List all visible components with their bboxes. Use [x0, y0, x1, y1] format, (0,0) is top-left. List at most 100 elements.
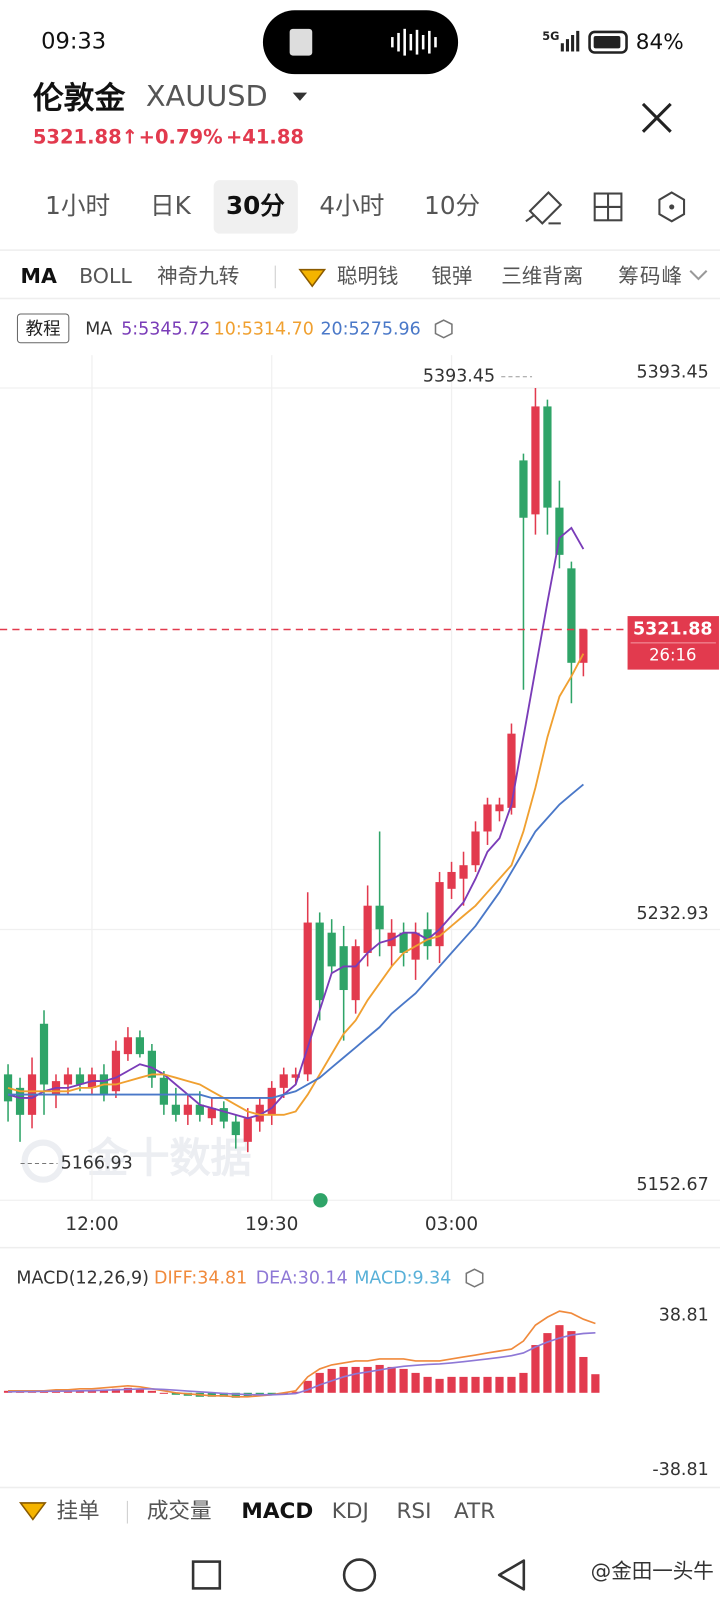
macd-bar [291, 1391, 300, 1393]
signal-icon [560, 30, 580, 52]
macd-bar [231, 1392, 240, 1398]
x-tick-label: 03:00 [425, 1214, 478, 1235]
instrument-symbol[interactable]: XAUUSD [146, 79, 268, 113]
indicator-tab[interactable]: 神奇九转 [157, 264, 239, 288]
macd-bar [399, 1368, 408, 1393]
camera-pill [262, 10, 459, 75]
last-price: 5321.88↑ [33, 125, 138, 148]
macd-bar [519, 1372, 528, 1393]
candle-body [243, 1118, 252, 1142]
candle-body [255, 1104, 264, 1122]
macd-bar [111, 1388, 121, 1393]
candle-body [423, 929, 432, 947]
macd-bar [87, 1390, 97, 1393]
indicator-tab[interactable]: 聪明钱 [337, 264, 399, 288]
candle-body [495, 804, 504, 812]
bottom-tab[interactable]: 成交量 [147, 1499, 212, 1524]
period-tab[interactable]: 10分 [424, 191, 480, 220]
candle-body [123, 1037, 133, 1055]
macd-bar [483, 1376, 492, 1393]
macd-bar [579, 1356, 588, 1393]
ma-line [8, 783, 584, 1099]
macd-bar [435, 1378, 444, 1393]
bottom-tab[interactable]: KDJ [332, 1499, 369, 1524]
ma-label: MA [85, 319, 112, 339]
nav-home[interactable] [342, 1558, 377, 1592]
macd-bar [219, 1392, 228, 1397]
candle-body [303, 922, 312, 1075]
macd-bar [531, 1345, 540, 1393]
ma-legend: 20:5275.96 [320, 319, 420, 339]
candle-body [39, 1023, 49, 1085]
nav-recent[interactable] [191, 1560, 222, 1590]
indicator-tab[interactable]: 三维背离 [501, 264, 583, 288]
tutorial-button-frame[interactable] [16, 313, 70, 344]
ma-line [7, 653, 585, 1116]
indicator-tab[interactable]: MA [21, 264, 57, 288]
indicator-tab[interactable]: 筹码峰 [618, 264, 682, 288]
ma-settings[interactable] [434, 319, 453, 339]
y-tick-label: 5393.45 [637, 363, 709, 383]
ma-line [7, 526, 585, 1120]
nav-back[interactable] [497, 1559, 526, 1591]
candle-body [483, 804, 492, 832]
candle-body [327, 932, 336, 967]
dea-line [7, 1331, 596, 1396]
low-label: 5166.93 [61, 1154, 133, 1174]
macd-bar [411, 1372, 420, 1393]
candle-body [435, 882, 444, 947]
candle-body [351, 946, 360, 1001]
candle-body [507, 733, 516, 808]
candle-body [567, 568, 576, 663]
smart-money-icon [298, 268, 327, 288]
macd-bar [123, 1387, 133, 1393]
macd-bar [75, 1390, 85, 1393]
period-tab[interactable]: 日K [150, 191, 192, 220]
settings-dot [669, 204, 675, 210]
macd-bar [555, 1325, 564, 1393]
macd-bar [135, 1388, 145, 1393]
candle-body [291, 1074, 300, 1078]
candle-body [339, 946, 348, 991]
candle-body [363, 905, 372, 953]
candle-body [519, 460, 528, 518]
layout-icon[interactable] [593, 192, 623, 222]
ma-legend: 10:5314.70 [214, 319, 314, 339]
more-chevron[interactable] [689, 270, 708, 281]
candle-body [183, 1104, 192, 1115]
bottom-tab[interactable]: 挂单 [56, 1499, 99, 1524]
macd-bar [567, 1331, 576, 1393]
bottom-tab[interactable]: RSI [396, 1499, 431, 1524]
draw-tool-icon[interactable] [525, 191, 563, 225]
countdown: 26:16 [649, 646, 696, 665]
change-percent: +0.79% [139, 125, 223, 148]
macd-title: MACD(12,26,9) [16, 1269, 149, 1289]
bottom-tab[interactable]: ATR [454, 1499, 495, 1524]
bottom-tab[interactable]: MACD [241, 1499, 313, 1524]
macd-bar [495, 1376, 504, 1393]
watermark: 金十数据 [86, 1134, 251, 1182]
pill-thumb [289, 28, 313, 56]
macd-bar [471, 1376, 480, 1393]
candle-body [471, 831, 480, 866]
macd-settings[interactable] [465, 1268, 484, 1288]
settings-icon[interactable] [658, 191, 686, 223]
period-tab[interactable]: 4小时 [319, 191, 384, 220]
period-tab[interactable]: 30分 [226, 191, 285, 220]
period-tab[interactable]: 1小时 [45, 191, 110, 220]
indicator-tab[interactable]: BOLL [79, 264, 132, 288]
close-button[interactable] [641, 102, 672, 133]
tutorial-button[interactable]: 教程 [26, 319, 61, 339]
candle-body [267, 1087, 276, 1115]
candle-body [399, 932, 408, 953]
y-tick-label: 5232.93 [637, 904, 709, 924]
status-time: 09:33 [41, 29, 106, 55]
macd-bar [99, 1389, 109, 1393]
indicator-tab[interactable]: 银弹 [431, 264, 472, 288]
battery-percent: 84% [636, 30, 684, 55]
candle-body [63, 1074, 73, 1085]
symbol-dropdown[interactable] [292, 92, 308, 101]
battery-level [593, 36, 621, 49]
battery-icon [588, 30, 628, 54]
watermark-logo [21, 1139, 65, 1183]
